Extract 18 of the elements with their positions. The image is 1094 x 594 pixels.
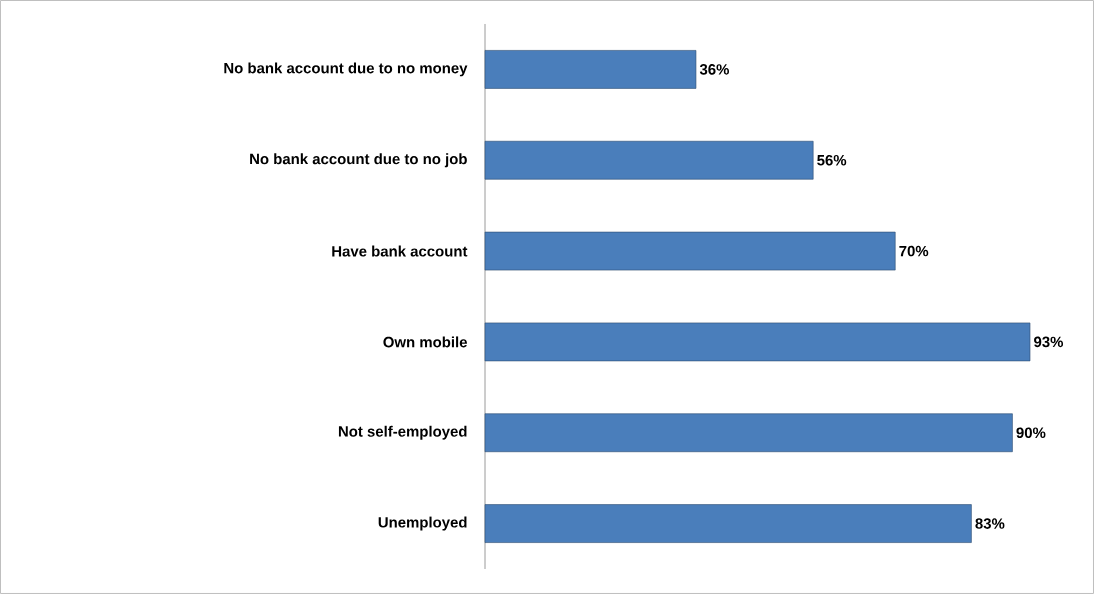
y-tick-label: Unemployed [378,516,467,531]
y-tick-label: No bank account due to no money [224,62,468,77]
data-label: 70% [899,245,929,257]
data-label: 83% [975,518,1005,529]
bar [484,504,972,543]
y-tick-label: No bank account due to no job [250,153,467,168]
data-label: 93% [1034,336,1064,348]
y-tick-label: Own mobile [383,336,467,348]
y-tick-label: Have bank account [332,245,468,257]
y-tick-label: Not self-employed [338,425,467,440]
data-label: 36% [699,64,729,75]
bar [484,413,1013,453]
data-label: 90% [1016,427,1046,439]
bar [484,50,697,89]
bar [484,322,1031,362]
bar [484,231,896,271]
data-label: 56% [817,154,847,166]
bar [484,140,814,180]
